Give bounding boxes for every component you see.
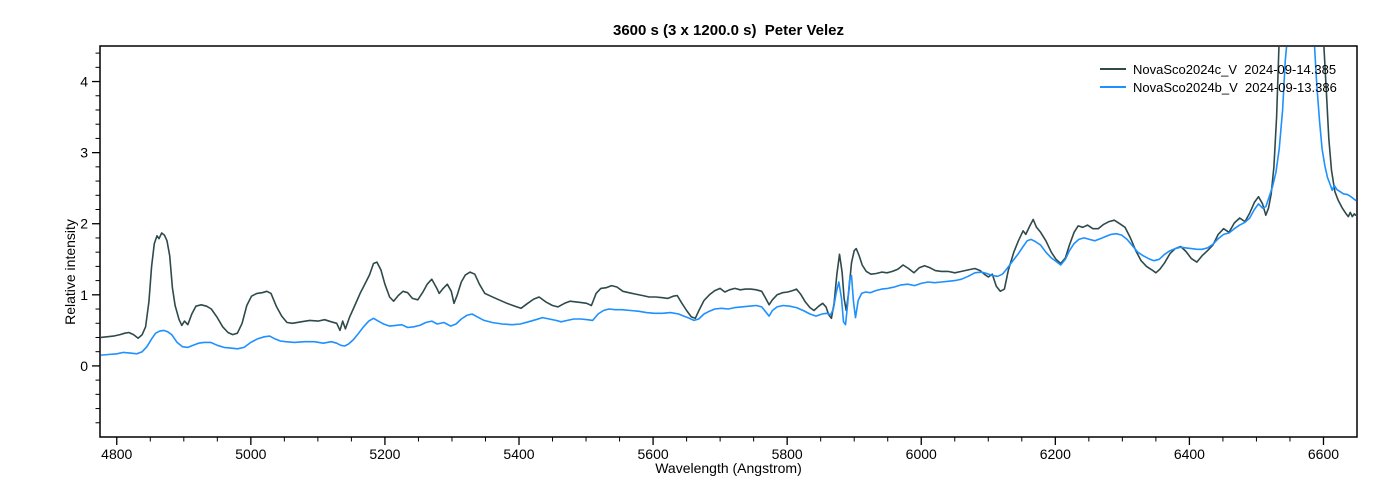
- spectrum-curve-NovaSco2024b_V: [101, 47, 1356, 356]
- y-axis-ticks: 0 1 2 3 4: [80, 52, 100, 424]
- y-tick-label: 0: [80, 358, 88, 374]
- x-tick-label: 5400: [503, 446, 534, 462]
- x-axis-label: Wavelength (Angstrom): [655, 460, 802, 476]
- y-tick-label: 1: [80, 287, 88, 303]
- x-tick-label: 5800: [772, 446, 803, 462]
- legend-item: NovaSco2024c_V 2024-09-14.385: [1100, 60, 1337, 78]
- x-tick-label: 6200: [1040, 446, 1071, 462]
- x-tick-label: 4800: [101, 446, 132, 462]
- legend-line-sample: [1100, 68, 1126, 70]
- axes-frame: [99, 45, 1358, 438]
- x-tick-label: 6000: [906, 446, 937, 462]
- chart-title: 3600 s (3 x 1200.0 s) Peter Velez: [613, 22, 844, 39]
- x-tick-label: 5600: [638, 446, 669, 462]
- legend: NovaSco2024c_V 2024-09-14.385 NovaSco2024…: [1100, 60, 1337, 96]
- y-tick-label: 4: [80, 74, 88, 90]
- x-tick-label: 5200: [369, 446, 400, 462]
- legend-line-sample: [1100, 86, 1126, 88]
- x-tick-label: 6600: [1308, 446, 1339, 462]
- x-tick-label: 6400: [1174, 446, 1205, 462]
- legend-label: NovaSco2024c_V 2024-09-14.385: [1133, 61, 1337, 77]
- spectrum-curve-NovaSco2024c_V: [101, 47, 1356, 340]
- x-tick-label: 5000: [235, 446, 266, 462]
- y-tick-label: 2: [80, 216, 88, 232]
- legend-item: NovaSco2024b_V 2024-09-13.386: [1100, 78, 1337, 96]
- legend-label: NovaSco2024b_V 2024-09-13.386: [1133, 79, 1337, 95]
- y-tick-label: 3: [80, 145, 88, 161]
- spectra-series: [101, 47, 1356, 356]
- x-axis-ticks: 4800 5000 5200 5400 5600 5800 6000 6200 6400 6600: [101, 437, 1339, 462]
